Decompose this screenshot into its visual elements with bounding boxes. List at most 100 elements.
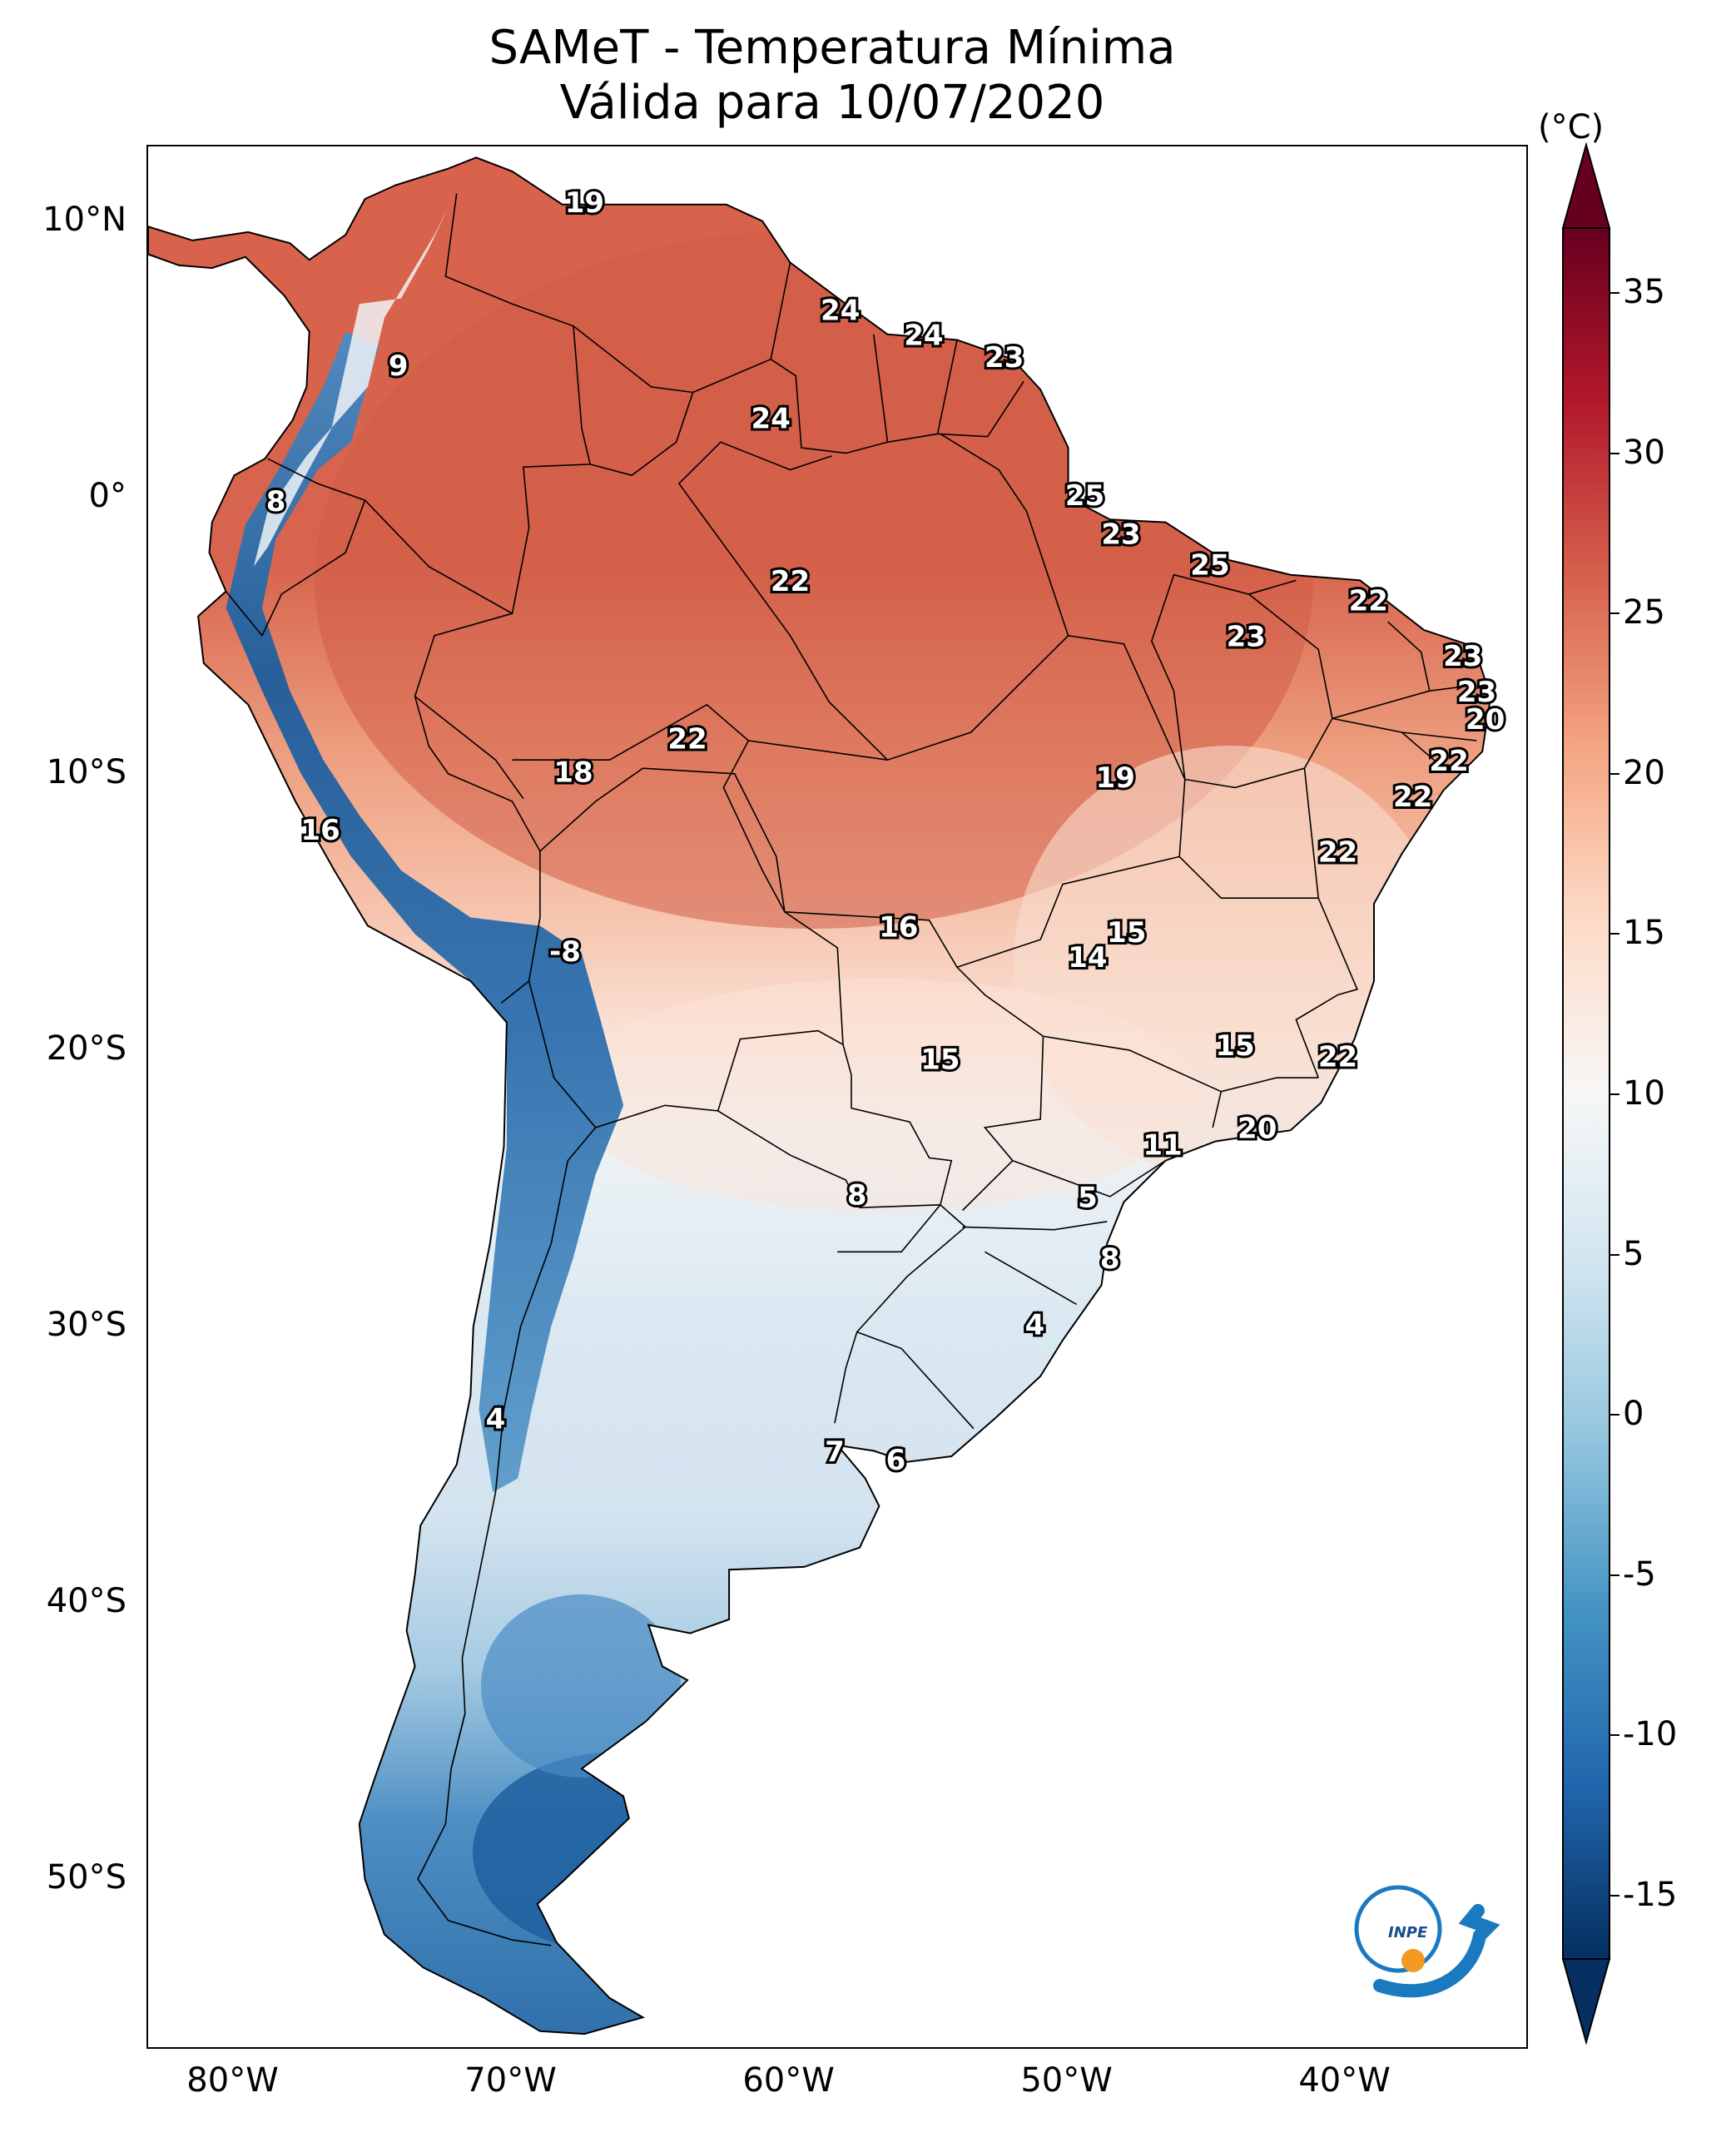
colorbar-tick-mark [1610,612,1619,615]
colorbar-tick-label: -15 [1623,1875,1678,1914]
border-line [1150,573,1297,780]
border-line [450,1713,466,1769]
colorbar-tick-mark [1610,772,1619,775]
station-temperature-label: 25 [1065,479,1104,513]
station-temperature-label: 14 [1068,941,1107,974]
station-temperature-label: 22 [771,565,810,598]
border-line [985,1251,1077,1306]
station-temperature-label: 24 [821,295,860,328]
border-line [1178,855,1319,899]
station-temperature-label: 19 [565,186,604,220]
colorbar [1561,141,1611,2045]
station-temperature-label: 8 [847,1178,867,1212]
border-line [414,612,541,1004]
station-temperature-label: 22 [667,723,707,756]
station-temperature-label: 18 [553,756,593,789]
station-temperature-label: 23 [1101,518,1140,552]
inpe-logo-text: INPE [1388,1924,1428,1941]
station-temperature-label: -8 [549,935,581,969]
border-line [225,499,366,637]
latitude-label: 10°S [46,752,126,791]
border-line [1295,768,1358,1078]
colorbar-tick-mark [1610,1574,1619,1576]
station-temperature-label: 8 [266,485,286,518]
border-line [1387,621,1431,692]
colorbar-tick-label: 5 [1623,1234,1644,1273]
station-temperature-label: 15 [1107,916,1146,950]
colorbar-tick-label: 25 [1623,593,1665,632]
latitude-label: 20°S [46,1029,126,1068]
station-temperature-label: 25 [1190,548,1229,582]
chart-subtitle: Válida para 10/07/2020 [559,76,1105,130]
station-temperature-label: 24 [904,320,943,353]
border-line [937,380,1024,438]
colorbar-tick-mark [1610,1734,1619,1737]
border-line [692,262,791,394]
latitude-label: 30°S [46,1305,126,1344]
border-line [1184,593,1333,789]
longitude-label: 80°W [186,2061,279,2100]
colorbar-tick-mark [1610,1894,1619,1897]
colorbar-tick-mark [1610,1414,1619,1416]
station-temperature-label: 9 [389,350,409,383]
station-temperature-label: 20 [1238,1113,1277,1146]
inpe-logo: INPE [1354,1885,1500,1998]
station-temperature-label: 22 [1393,781,1432,814]
border-line [539,767,852,1076]
station-temperature-label: 22 [1318,836,1357,870]
colorbar-tick-label: 35 [1623,273,1665,312]
station-temperature-label: 16 [300,814,340,847]
station-temperature-label: 19 [1096,761,1135,795]
border-line [983,1036,1166,1197]
border-line [856,1331,975,1430]
station-temperature-label: 4 [486,1402,506,1435]
longitude-label: 60°W [742,2061,835,2100]
border-line [1401,731,1445,769]
station-temperature-label: 23 [985,341,1024,374]
chart-title: SAMeT - Temperatura Mínima [489,21,1176,75]
border-line [770,334,889,454]
latitude-label: 50°S [46,1858,126,1897]
border-line [962,1221,1108,1231]
station-temperature-label: 15 [1215,1029,1254,1063]
colorbar-tick-label: -5 [1623,1554,1656,1594]
border-line [417,1127,597,1946]
station-temperature-label: 22 [1429,745,1468,778]
border-line [414,696,524,800]
station-temperature-label: 4 [1025,1309,1045,1342]
border-line [722,740,786,913]
station-temperature-label: 6 [886,1444,906,1477]
colorbar-tick-mark [1610,1253,1619,1256]
colorbar-gradient [1562,227,1610,1960]
latitude-label: 10°N [42,200,126,239]
border-line [528,980,844,1128]
station-temperature-label: 23 [1227,621,1266,654]
longitude-label: 40°W [1298,2061,1391,2100]
colorbar-tick-label: 0 [1623,1395,1644,1434]
longitude-label: 70°W [464,2061,557,2100]
colorbar-tick-mark [1610,933,1619,935]
colorbar-tick-label: 10 [1623,1074,1665,1113]
colorbar-tick-mark [1610,292,1619,295]
border-line [834,1203,967,1424]
station-temperature-label: 22 [1318,1040,1357,1074]
colorbar-unit: (°C) [1538,108,1605,146]
border-line [267,193,592,615]
station-temperature-label: 11 [1143,1129,1182,1163]
station-temperature-label: 24 [751,402,791,435]
station-temperature-label: 16 [879,910,918,944]
longitude-label: 50°W [1020,2061,1113,2100]
latitude-label: 0° [88,476,126,515]
station-temperature-label: 8 [1100,1242,1120,1276]
station-temperature-label: 5 [1078,1182,1098,1215]
colorbar-extend-max [1561,141,1611,229]
border-line [677,441,889,761]
border-line [1212,1091,1223,1128]
station-temperature-label: 7 [825,1435,845,1469]
colorbar-tick-label: 30 [1623,433,1665,472]
latitude-label: 40°S [46,1582,126,1621]
station-temperature-label: 22 [1349,584,1388,617]
colorbar-tick-label: 20 [1623,753,1665,792]
station-temperature-label: 23 [1457,676,1496,709]
